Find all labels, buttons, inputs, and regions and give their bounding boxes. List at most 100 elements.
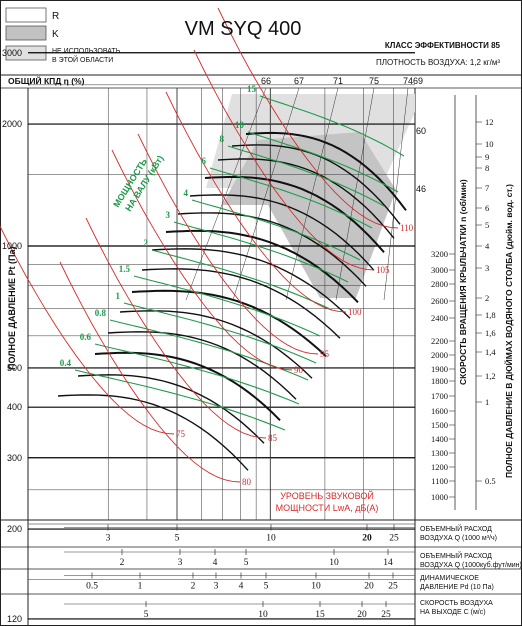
efficiency-tick: 60 <box>416 126 426 136</box>
bottom-tick-label: 10 <box>329 558 339 568</box>
y-tick-label: 500 <box>7 363 22 373</box>
bottom-tick-label: 5 <box>264 582 269 592</box>
rpm-tick-label: 2600 <box>431 296 448 306</box>
rpm-tick-label: 1600 <box>431 406 448 416</box>
bottom-scale-label: ВОЗДУХА Q (1000 м³/ч) <box>420 535 497 542</box>
speed-curve <box>57 394 249 471</box>
inch-tick-label: 5 <box>485 220 489 230</box>
y-tick-label: 1000 <box>2 241 22 251</box>
legend-label-0: R <box>52 11 59 22</box>
bottom-tick-label: 25 <box>381 610 391 620</box>
rpm-tick-label: 2000 <box>431 350 448 360</box>
inch-tick-label: 1,6 <box>485 328 496 338</box>
efficiency-line <box>383 87 409 301</box>
power-label: 6 <box>202 156 207 166</box>
efficiency-tick: 69 <box>413 76 423 86</box>
power-label: 1.5 <box>119 264 131 274</box>
sound-label: 100 <box>348 307 362 317</box>
model-title: VM SYQ 400 <box>185 18 302 40</box>
speed-curve <box>107 331 297 400</box>
rpm-tick-label: 3000 <box>431 265 448 275</box>
inch-tick-label: 1,4 <box>485 347 496 357</box>
power-curve <box>74 369 286 431</box>
power-curve <box>191 199 361 261</box>
inch-tick-label: 9 <box>485 152 489 162</box>
y-axis-label: ПОЛНОЕ ДАВЛЕНИЕ Pt (Па) <box>7 246 17 370</box>
sound-label: 85 <box>268 433 278 443</box>
bottom-tick-label: 0.5 <box>86 582 98 592</box>
power-label: 0.6 <box>80 332 92 342</box>
y-tick-label: 400 <box>7 402 22 412</box>
efficiency-tick: 46 <box>416 184 426 194</box>
inch-tick-label: 7 <box>485 183 489 193</box>
bottom-tick-label: 1 <box>138 582 143 592</box>
rpm-tick-label: 1500 <box>431 420 448 430</box>
inch-tick-label: 6 <box>485 203 489 213</box>
efficiency-axis-label: ОБЩИЙ КПД η (%) <box>8 75 85 86</box>
power-curve <box>94 343 300 405</box>
bottom-tick-label: 2 <box>191 582 196 592</box>
y-tick-label: 2000 <box>2 119 22 129</box>
efficiency-tick: 75 <box>369 76 379 86</box>
speed-curve <box>151 248 351 319</box>
sound-curve <box>137 133 319 355</box>
bottom-tick-label: 5 <box>144 610 149 620</box>
efficiency-tick: 71 <box>333 76 343 86</box>
power-label: 3 <box>166 210 171 220</box>
bottom-tick-label: 14 <box>383 558 393 568</box>
power-label: 4 <box>184 188 189 198</box>
speed-curve <box>177 212 367 287</box>
rpm-tick-label: 1700 <box>431 391 448 401</box>
efficiency-line <box>185 87 267 301</box>
efficiency-class: КЛАСС ЭФФЕКТИВНОСТИ 85 <box>385 41 501 50</box>
efficiency-tick: 66 <box>261 76 271 86</box>
power-label: 15 <box>247 84 257 94</box>
rpm-tick-label: 2400 <box>431 313 448 323</box>
rpm-tick-label: 1300 <box>431 448 448 458</box>
rpm-tick-label: 1400 <box>431 434 448 444</box>
sound-curve <box>85 217 267 439</box>
power-label: 0.4 <box>60 358 72 368</box>
speed-curve <box>94 351 281 422</box>
legend-swatch-1 <box>5 25 47 41</box>
bottom-tick-label: 20 <box>362 534 372 544</box>
rpm-tick-label: 1100 <box>431 476 448 486</box>
bottom-scale-label: ВОЗДУХА Q (1000куб.фут/мин) <box>420 561 522 569</box>
rpm-axis-label: СКОРОСТЬ ВРАЩЕНИЯ КРЫЛЬЧАТКИ n (об/мин) <box>458 179 468 385</box>
power-label: 10 <box>235 120 245 130</box>
power-label: 2 <box>144 238 149 248</box>
efficiency-line <box>335 87 375 301</box>
speed-curve <box>77 374 265 444</box>
speed-curve <box>141 268 341 339</box>
sound-label: 75 <box>176 429 186 439</box>
y-tick-label: 300 <box>7 453 22 463</box>
bottom-scale-label: ДАВЛЕНИЕ Pd (10 Па) <box>420 584 494 591</box>
power-curve <box>151 249 333 311</box>
rpm-tick-label: 1200 <box>431 462 448 472</box>
air-density: ПЛОТНОСТЬ ВОЗДУХА: 1,2 кг/м³ <box>376 58 500 67</box>
sound-label: 95 <box>320 349 330 359</box>
bottom-tick-label: 3 <box>178 558 183 568</box>
power-curve <box>247 131 399 193</box>
bottom-tick-label: 25 <box>389 534 399 544</box>
rpm-tick-label: 1000 <box>431 492 448 502</box>
bottom-tick-label: 10 <box>311 582 321 592</box>
inch-axis-label: ПОЛНОЕ ДАВЛЕНИЕ В ДЮЙМАХ ВОДЯНОГО СТОЛБА… <box>503 184 514 478</box>
legend-label-2: В ЭТОЙ ОБЛАСТИ <box>52 55 113 64</box>
rpm-tick-label: 1800 <box>431 376 448 386</box>
speed-curve <box>204 175 385 253</box>
bottom-scale-label: ОБЪЕМНЫЙ РАСХОД <box>420 524 492 533</box>
inch-tick-label: 2 <box>485 293 489 303</box>
power-label: 1 <box>116 291 121 301</box>
bottom-tick-label: 20 <box>357 610 367 620</box>
power-curve <box>133 275 321 337</box>
bottom-tick-label: 10 <box>258 610 268 620</box>
power-curve <box>227 145 385 207</box>
sound-label: 80 <box>242 477 252 487</box>
bottom-tick-label: 4 <box>239 582 244 592</box>
inch-tick-label: 12 <box>485 117 494 127</box>
sound-label: 90 <box>294 365 304 375</box>
